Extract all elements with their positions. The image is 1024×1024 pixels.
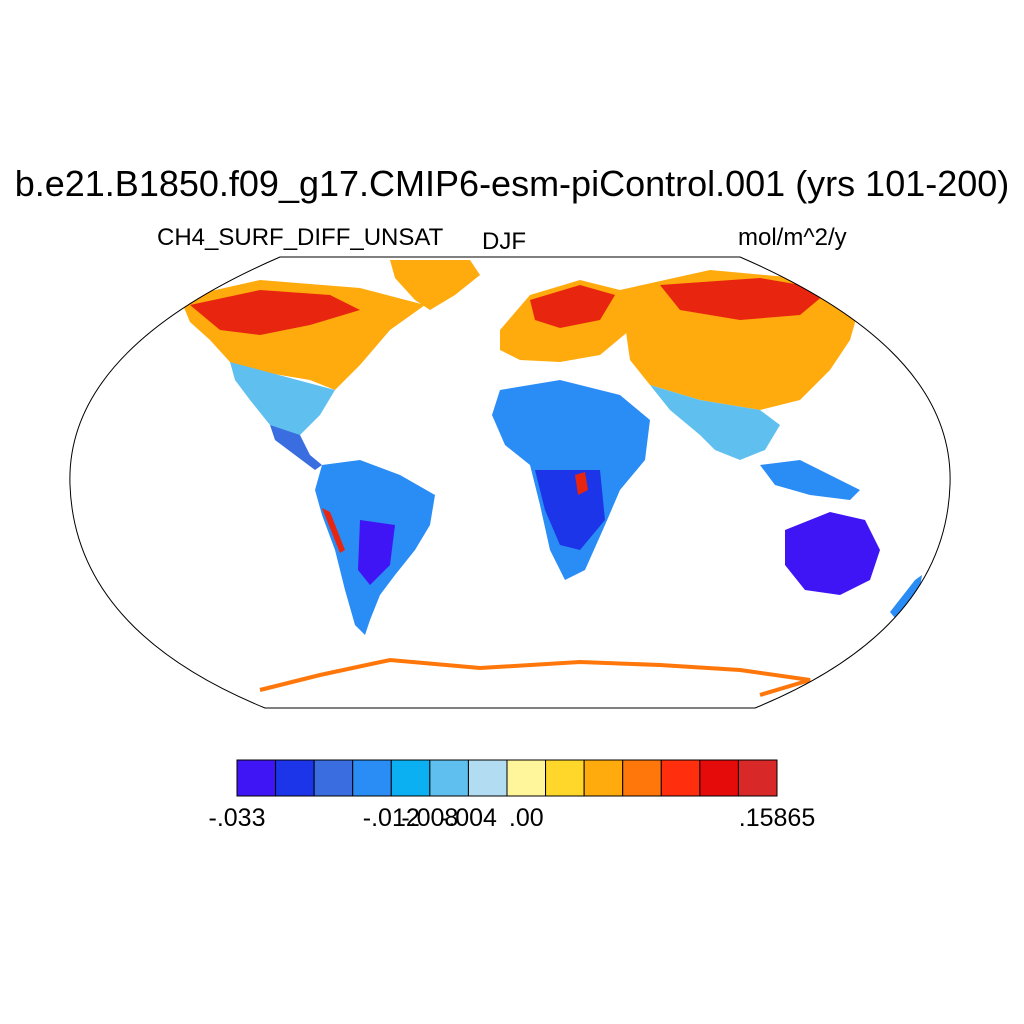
colorbar-swatch-11 — [660, 759, 701, 797]
colorbar-label-4: .00 — [508, 804, 544, 832]
north-america-south — [230, 362, 335, 442]
europe-red — [530, 285, 615, 328]
colorbar-label-1: -.012 — [362, 804, 420, 832]
colorbar-swatch-9 — [583, 759, 624, 797]
central-america — [270, 425, 322, 470]
andes — [322, 508, 345, 553]
colorbar-swatch-3 — [352, 759, 392, 797]
colorbar-label-5: .15865 — [738, 804, 816, 832]
colorbar-swatch-7 — [506, 759, 547, 797]
colorbar-swatch-6 — [467, 759, 508, 797]
new-zealand — [890, 575, 922, 618]
colorbar-label-3: -.004 — [439, 804, 497, 832]
north-america-red — [190, 290, 360, 335]
colorbar-swatch-2 — [313, 759, 354, 797]
south-america-core — [358, 520, 395, 585]
colorbar — [236, 759, 778, 797]
south-asia — [650, 385, 780, 460]
colorbar-swatch-12 — [699, 759, 739, 797]
map-boundary — [69, 256, 951, 709]
colorbar-swatch-13 — [737, 759, 778, 797]
greenland — [390, 260, 480, 310]
colorbar-swatch-4 — [390, 759, 431, 797]
maritime-asia — [760, 460, 860, 500]
colorbar-swatch-0 — [236, 759, 277, 797]
colorbar-label-0: -.033 — [208, 804, 266, 832]
colorbar-swatch-8 — [545, 759, 585, 797]
colorbar-label-2: -.008 — [401, 804, 459, 832]
land-data — [180, 260, 922, 697]
colorbar-swatch-1 — [275, 759, 315, 797]
asia-red — [660, 278, 830, 320]
units-label: mol/m^2/y — [738, 224, 847, 251]
variable-label: CH4_SURF_DIFF_UNSAT — [157, 224, 444, 251]
australia — [785, 512, 880, 595]
africa-hotspot — [575, 472, 588, 495]
antarctica — [259, 657, 811, 697]
season-label: DJF — [482, 228, 526, 255]
colorbar-swatch-10 — [622, 759, 662, 797]
plot-title: b.e21.B1850.f09_g17.CMIP6-esm-piControl.… — [14, 163, 1010, 204]
colorbar-swatch-5 — [429, 759, 469, 797]
world-map — [69, 256, 951, 709]
